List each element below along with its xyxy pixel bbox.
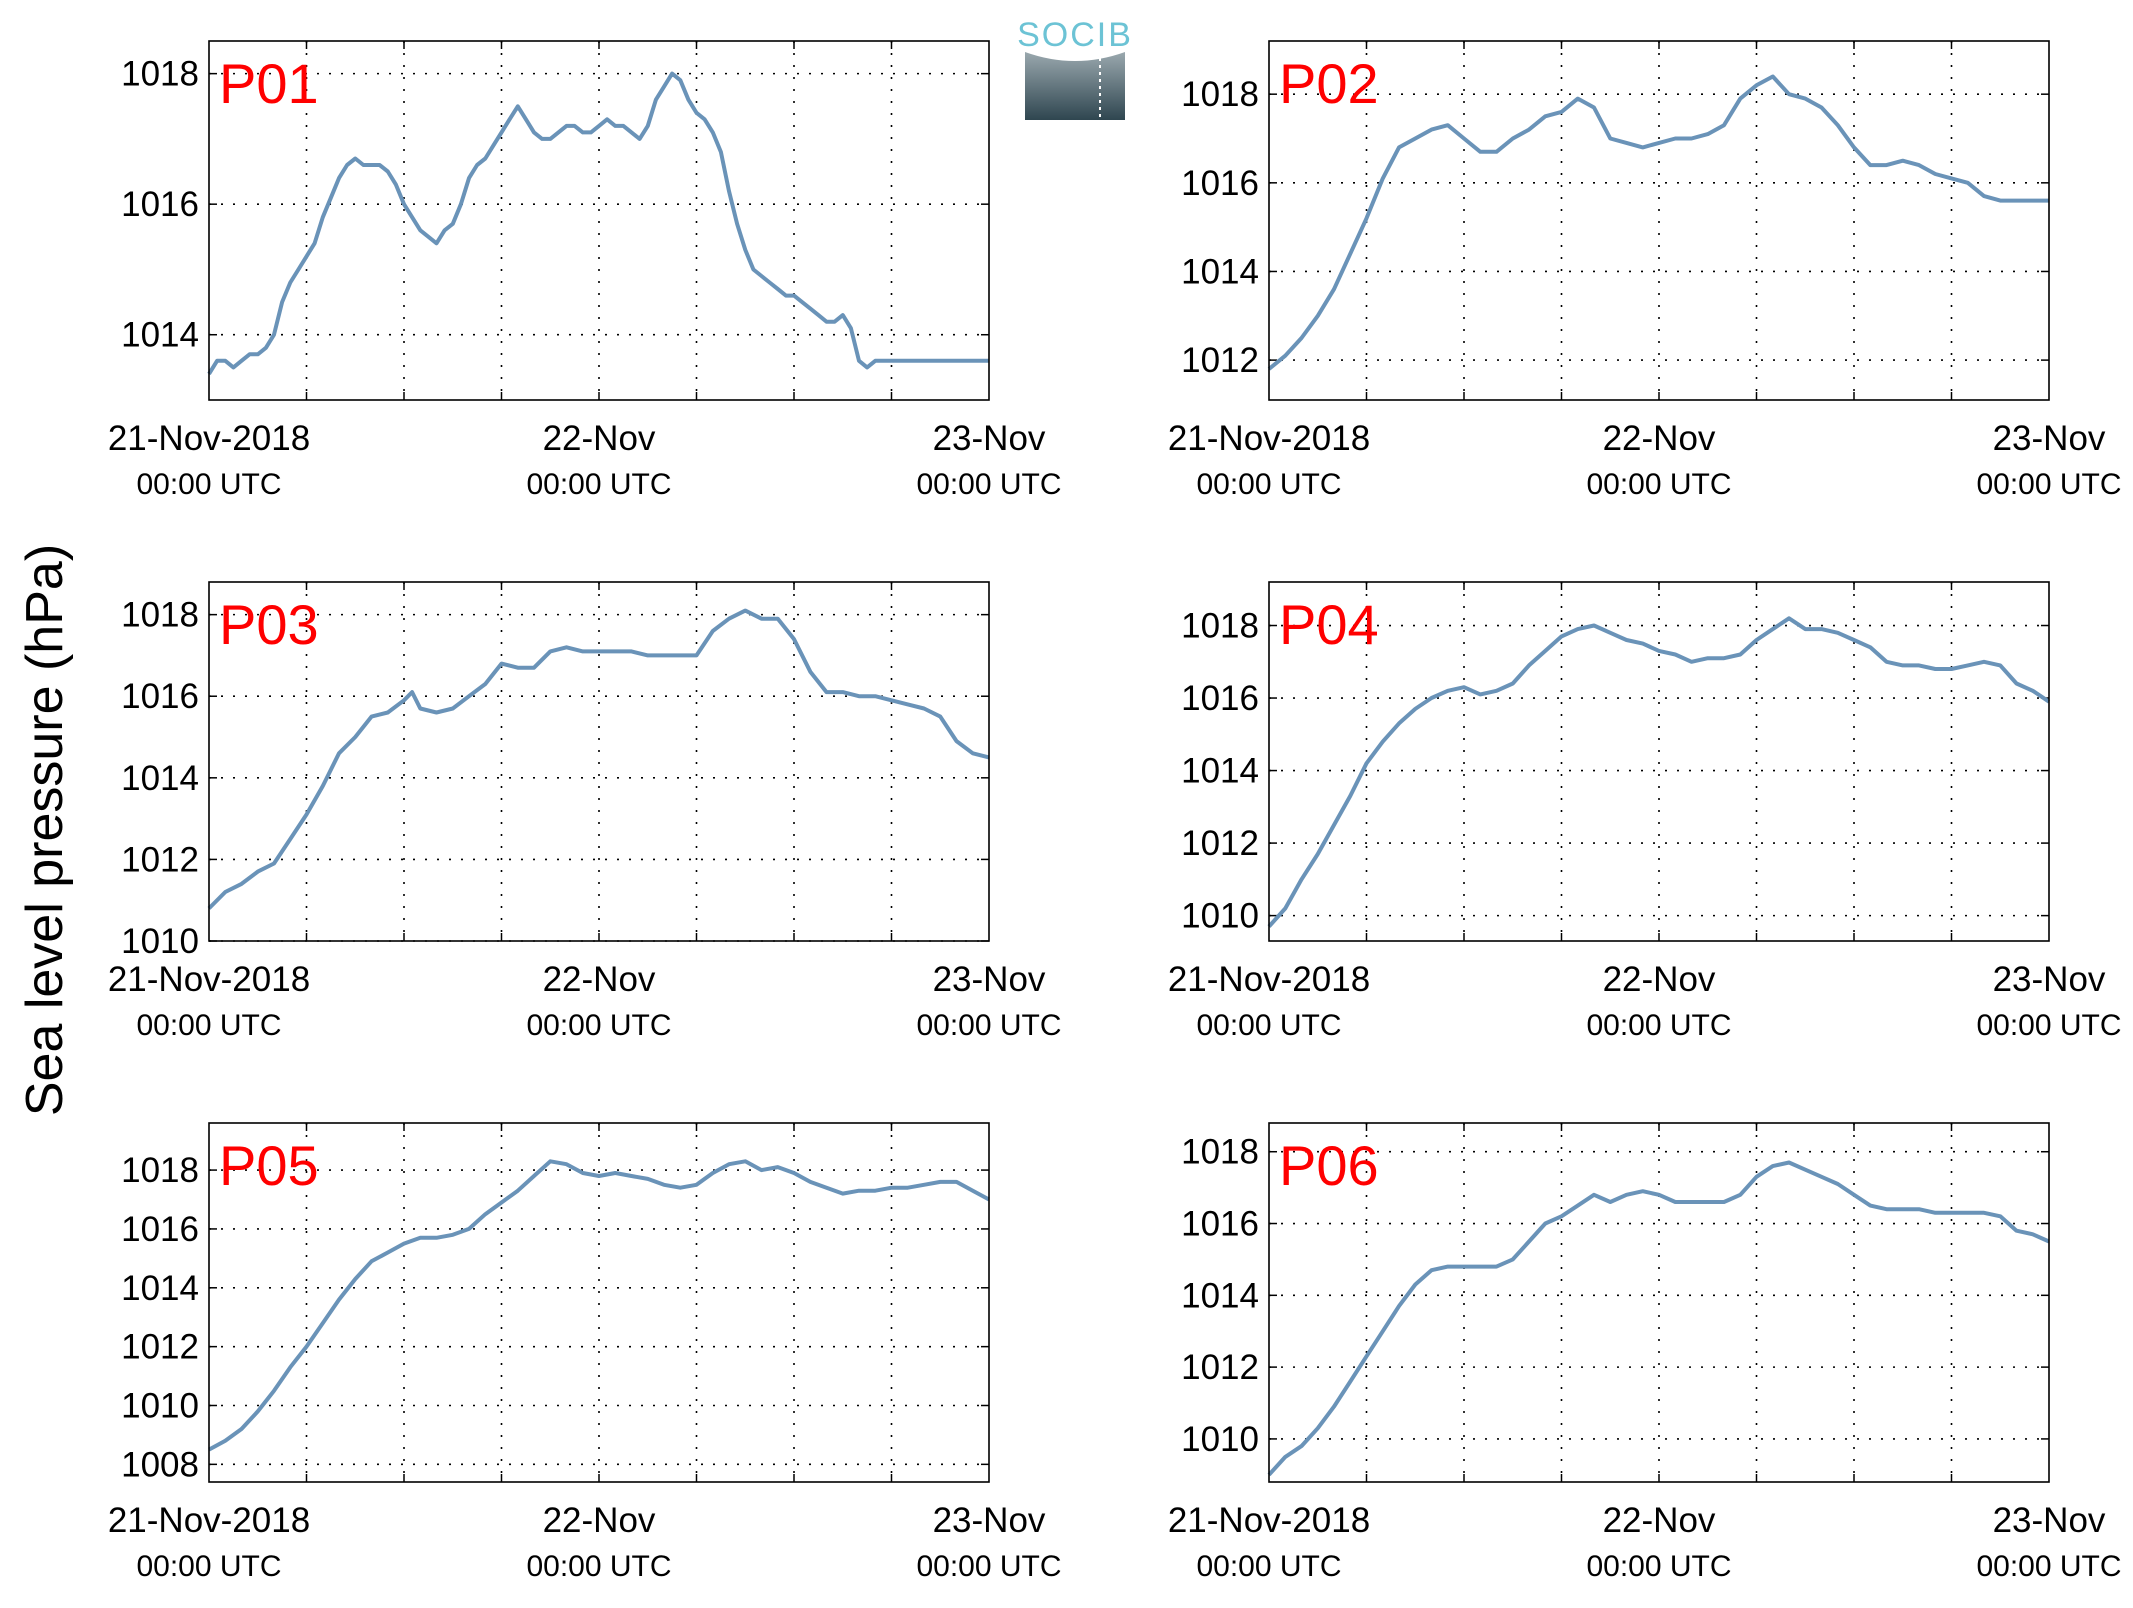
x-tick-sublabel: 00:00 UTC bbox=[1586, 1550, 1731, 1583]
x-tick-sublabel: 00:00 UTC bbox=[526, 1009, 671, 1042]
x-tick-sublabel: 00:00 UTC bbox=[1586, 468, 1731, 501]
y-tick-label: 1018 bbox=[121, 596, 199, 635]
axes-frame bbox=[208, 581, 990, 942]
x-tick-sublabel: 00:00 UTC bbox=[1976, 1009, 2121, 1042]
x-tick-label: 23-Nov bbox=[1993, 419, 2106, 458]
x-tick-sublabel: 00:00 UTC bbox=[1196, 1009, 1341, 1042]
axes-frame bbox=[1268, 581, 2050, 942]
panel-title: P01 bbox=[219, 52, 319, 115]
x-tick-sublabel: 00:00 UTC bbox=[136, 1009, 281, 1042]
x-tick-label: 23-Nov bbox=[1993, 1501, 2106, 1540]
pressure-series-line bbox=[208, 1159, 990, 1452]
y-tick-label: 1016 bbox=[121, 1210, 199, 1249]
x-tick-sublabel: 00:00 UTC bbox=[916, 1009, 1061, 1042]
plot-area bbox=[1269, 41, 2049, 400]
panel-5: 1008 1010 1012 1014 1016 1018 21-Nov-2018 00:00… bbox=[108, 1122, 1062, 1583]
panels: 1014 1016 1018 21-Nov-2018 00:00 UTC 22-Nov 00… bbox=[108, 40, 2122, 1583]
x-tick-sublabel: 00:00 UTC bbox=[526, 468, 671, 501]
y-tick-label: 1008 bbox=[121, 1445, 199, 1484]
x-tick-sublabel: 00:00 UTC bbox=[916, 1550, 1061, 1583]
panel-2: 1012 1014 1016 1018 21-Nov-2018 00:00 UTC 22-N… bbox=[1168, 40, 2122, 501]
y-tick-label: 1010 bbox=[1181, 1420, 1259, 1459]
x-tick-label: 23-Nov bbox=[933, 419, 1046, 458]
y-tick-label: 1016 bbox=[1181, 164, 1259, 203]
pressure-series-line bbox=[207, 71, 989, 375]
x-tick-label: 22-Nov bbox=[1603, 960, 1716, 999]
y-tick-label: 1010 bbox=[121, 922, 199, 961]
panel-3: 1010 1012 1014 1016 1018 21-Nov-2018 00:00 UTC… bbox=[108, 581, 1062, 1042]
logo-wave-icon bbox=[1025, 52, 1125, 120]
y-tick-label: 1018 bbox=[1181, 75, 1259, 114]
x-tick-label: 23-Nov bbox=[933, 1501, 1046, 1540]
y-tick-label: 1014 bbox=[121, 316, 199, 355]
x-tick-label: 23-Nov bbox=[933, 960, 1046, 999]
y-tick-label: 1012 bbox=[1181, 824, 1259, 863]
x-tick-label: 21-Nov-2018 bbox=[108, 960, 310, 999]
x-tick-sublabel: 00:00 UTC bbox=[526, 1550, 671, 1583]
x-tick-sublabel: 00:00 UTC bbox=[916, 468, 1061, 501]
plot-area bbox=[209, 41, 989, 400]
plot-area bbox=[1269, 582, 2049, 941]
y-tick-label: 1018 bbox=[121, 1151, 199, 1190]
x-tick-label: 22-Nov bbox=[543, 419, 656, 458]
y-tick-label: 1014 bbox=[1181, 252, 1259, 291]
panel-4: 1010 1012 1014 1016 1018 21-Nov-2018 00:00 UTC… bbox=[1168, 581, 2122, 1042]
x-tick-label: 21-Nov-2018 bbox=[108, 419, 310, 458]
y-tick-label: 1010 bbox=[1181, 897, 1259, 936]
axes-frame bbox=[1268, 1122, 2050, 1483]
socib-logo: SOCIB bbox=[1017, 16, 1133, 120]
y-tick-label: 1012 bbox=[1181, 1348, 1259, 1387]
pressure-series-line bbox=[1267, 74, 2049, 371]
x-tick-label: 22-Nov bbox=[543, 1501, 656, 1540]
panel-title: P03 bbox=[219, 593, 319, 656]
y-tick-label: 1010 bbox=[121, 1386, 199, 1425]
y-tick-label: 1012 bbox=[121, 840, 199, 879]
y-tick-label: 1016 bbox=[121, 185, 199, 224]
x-tick-label: 21-Nov-2018 bbox=[1168, 960, 1370, 999]
x-tick-label: 22-Nov bbox=[543, 960, 656, 999]
x-tick-label: 21-Nov-2018 bbox=[1168, 1501, 1370, 1540]
x-tick-sublabel: 00:00 UTC bbox=[1586, 1009, 1731, 1042]
axes-frame bbox=[208, 1122, 990, 1483]
pressure-series-line bbox=[1267, 616, 2051, 928]
x-tick-sublabel: 00:00 UTC bbox=[136, 468, 281, 501]
x-tick-label: 22-Nov bbox=[1603, 419, 1716, 458]
logo-text: SOCIB bbox=[1017, 16, 1133, 54]
x-tick-sublabel: 00:00 UTC bbox=[1196, 1550, 1341, 1583]
y-tick-label: 1016 bbox=[121, 677, 199, 716]
y-tick-label: 1016 bbox=[1181, 679, 1259, 718]
panel-title: P04 bbox=[1279, 593, 1379, 656]
x-tick-label: 22-Nov bbox=[1603, 1501, 1716, 1540]
y-tick-label: 1014 bbox=[121, 759, 199, 798]
axes-frame bbox=[208, 40, 990, 401]
y-tick-label: 1018 bbox=[121, 55, 199, 94]
pressure-series-line bbox=[207, 608, 990, 910]
y-tick-label: 1018 bbox=[1181, 607, 1259, 646]
x-tick-sublabel: 00:00 UTC bbox=[1196, 468, 1341, 501]
x-tick-label: 21-Nov-2018 bbox=[1168, 419, 1370, 458]
panel-6: 1010 1012 1014 1016 1018 21-Nov-2018 00:00 UTC… bbox=[1168, 1122, 2122, 1583]
y-tick-label: 1012 bbox=[121, 1328, 199, 1367]
x-tick-sublabel: 00:00 UTC bbox=[136, 1550, 281, 1583]
panel-title: P06 bbox=[1279, 1134, 1379, 1197]
x-tick-sublabel: 00:00 UTC bbox=[1976, 468, 2121, 501]
x-tick-label: 21-Nov-2018 bbox=[108, 1501, 310, 1540]
panel-title: P02 bbox=[1279, 52, 1379, 115]
pressure-series-line bbox=[1267, 1160, 2050, 1477]
panel-title: P05 bbox=[219, 1134, 319, 1197]
x-tick-sublabel: 00:00 UTC bbox=[1976, 1550, 2121, 1583]
plot-area bbox=[209, 582, 989, 941]
axes-frame bbox=[1268, 40, 2050, 401]
y-tick-label: 1016 bbox=[1181, 1205, 1259, 1244]
y-tick-label: 1014 bbox=[1181, 752, 1259, 791]
y-tick-label: 1018 bbox=[1181, 1133, 1259, 1172]
y-tick-label: 1014 bbox=[121, 1269, 199, 1308]
y-tick-label: 1012 bbox=[1181, 341, 1259, 380]
x-tick-label: 23-Nov bbox=[1993, 960, 2106, 999]
y-tick-label: 1014 bbox=[1181, 1276, 1259, 1315]
plot-area bbox=[1269, 1123, 2049, 1482]
panel-1: 1014 1016 1018 21-Nov-2018 00:00 UTC 22-Nov 00… bbox=[108, 40, 1062, 501]
y-axis-label: Sea level pressure (hPa) bbox=[16, 544, 74, 1116]
